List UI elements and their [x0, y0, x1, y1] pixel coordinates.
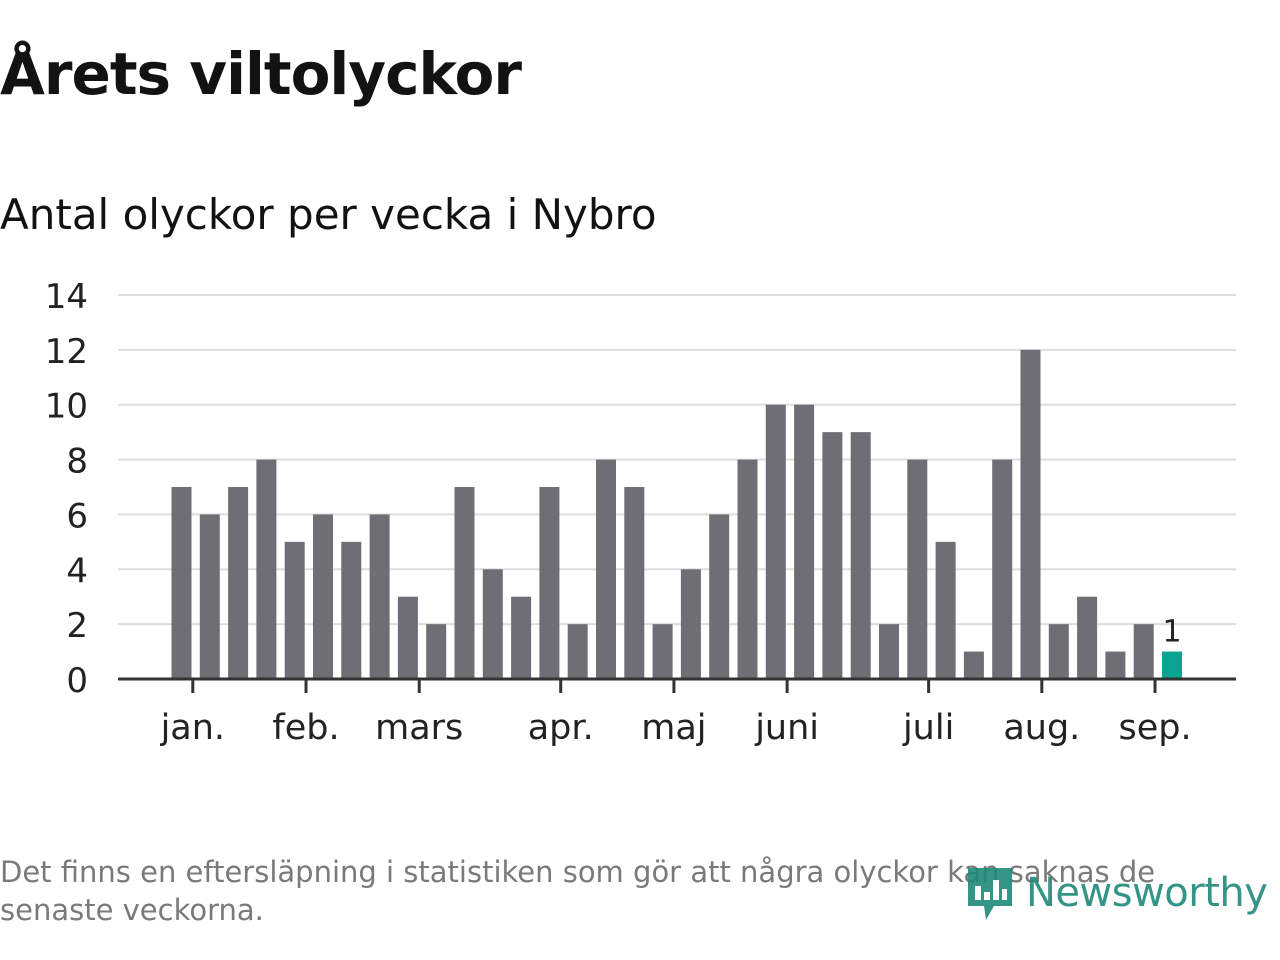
footnote: Det finns en eftersläpning i statistiken… [0, 855, 1156, 927]
bar [313, 514, 333, 679]
bar [256, 459, 277, 679]
bar [454, 487, 475, 679]
bar [709, 514, 730, 679]
y-tick-label: 4 [66, 551, 88, 591]
bar [992, 459, 1013, 679]
bar [511, 596, 532, 679]
bar [652, 624, 673, 679]
bar-highlighted [1162, 651, 1182, 679]
x-tick-label: mars [375, 708, 463, 748]
x-tick-label: apr. [528, 708, 594, 748]
bar [397, 596, 418, 679]
bar [539, 487, 560, 679]
chart-subtitle: Antal olyckor per vecka i Nybro [0, 190, 657, 239]
y-tick-label: 8 [66, 442, 88, 482]
bar [341, 541, 362, 679]
bar [596, 459, 616, 679]
bar [765, 404, 786, 679]
bar-chart-bubble-icon [968, 868, 1012, 920]
x-tick-label: aug. [1003, 708, 1080, 748]
bar [1077, 596, 1098, 679]
bar [567, 624, 588, 679]
y-tick-label: 10 [45, 387, 88, 427]
y-tick-label: 0 [66, 661, 88, 701]
bar [850, 432, 871, 679]
bar [1105, 651, 1126, 679]
y-tick-label: 14 [45, 277, 88, 317]
bar-chart: 0 2 4 6 8 10 12 14 1 jan. feb. mars apr. maj juni jul… [45, 277, 1236, 748]
chart-title: Årets viltolyckor [0, 40, 522, 108]
bar [284, 541, 305, 679]
x-tick-label: jan. [160, 708, 225, 748]
x-tick-label: feb. [272, 708, 339, 748]
bar [879, 624, 899, 679]
bar [624, 487, 645, 679]
bar [1048, 624, 1069, 679]
bar [737, 459, 758, 679]
bar [794, 404, 815, 679]
bar [426, 624, 447, 679]
y-tick-label: 2 [66, 606, 88, 646]
value-label: 1 [1162, 615, 1181, 650]
logo-text: Newsworthy [1026, 870, 1268, 916]
bar [1020, 349, 1041, 679]
bar [369, 514, 390, 679]
bar [963, 651, 984, 679]
bar [228, 487, 249, 679]
bar [482, 569, 503, 679]
bar [680, 569, 701, 679]
value-labels: 1 [1162, 615, 1181, 650]
x-tick-label: juni [754, 708, 819, 748]
bar [1133, 624, 1154, 679]
bar [171, 487, 192, 679]
newsworthy-logo: Newsworthy [964, 862, 1268, 924]
bar [935, 541, 956, 679]
y-tick-label: 12 [45, 332, 88, 372]
x-axis: jan. feb. mars apr. maj juni juli aug. sep. [118, 677, 1236, 748]
x-tick-label: juli [902, 708, 954, 748]
x-tick-label: maj [641, 708, 706, 748]
bar [199, 514, 220, 679]
bars [171, 349, 1182, 679]
y-axis-tick-labels: 0 2 4 6 8 10 12 14 [45, 277, 88, 701]
bar [907, 459, 928, 679]
bar [822, 432, 843, 679]
x-tick-label: sep. [1118, 708, 1191, 748]
y-tick-label: 6 [66, 496, 88, 536]
